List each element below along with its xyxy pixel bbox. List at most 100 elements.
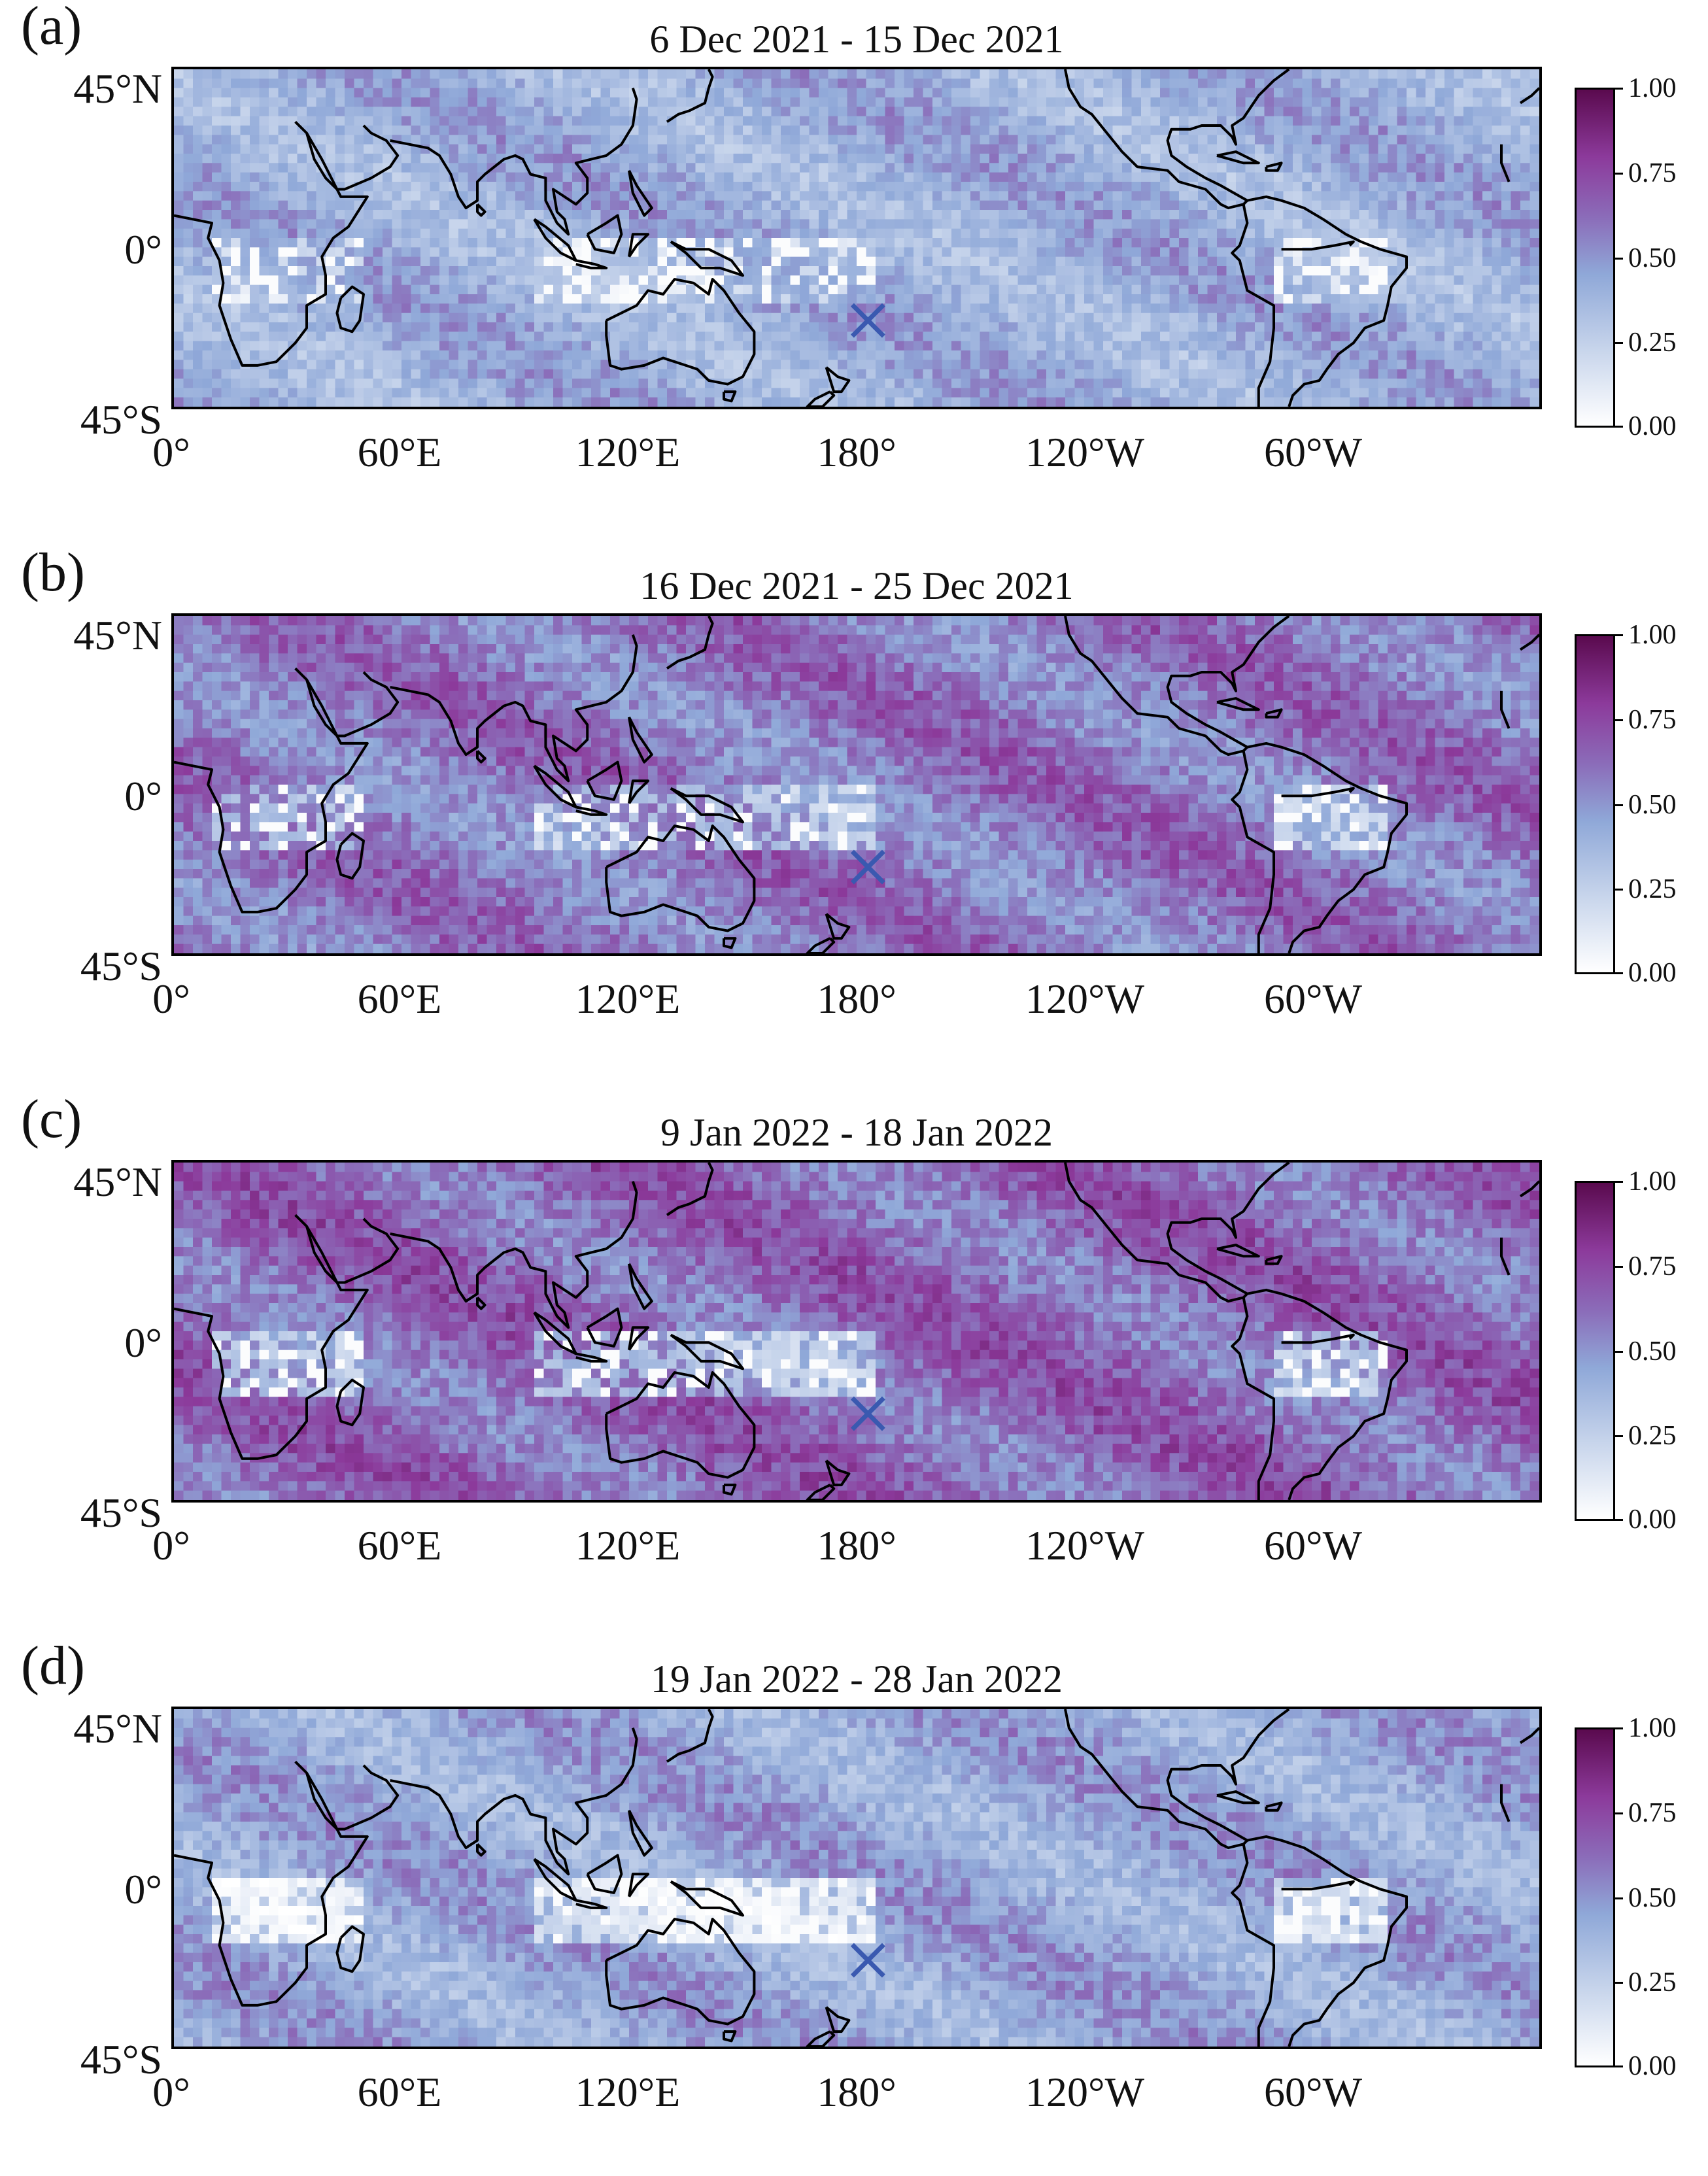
lon-label-180: 180°	[817, 432, 897, 473]
panel-b: (b) 16 Dec 2021 - 25 Dec 2021 45°N 0° 45…	[0, 545, 1708, 1083]
coastline	[476, 203, 487, 217]
coastline	[825, 366, 851, 394]
coastline	[1519, 87, 1539, 105]
coastline	[1247, 1288, 1408, 1500]
coastline	[1247, 1835, 1408, 2047]
coastline	[1500, 690, 1511, 729]
location-marker-icon	[850, 1396, 885, 1431]
lon-label-120w: 120°W	[1025, 432, 1144, 473]
panel-title: 6 Dec 2021 - 15 Dec 2021	[171, 20, 1542, 59]
coastline	[666, 616, 714, 670]
colorbar-tick-label: 1.00	[1628, 1168, 1677, 1195]
coastline	[1265, 1801, 1283, 1812]
lat-label-45n: 45°N	[5, 68, 162, 110]
coastline	[628, 779, 649, 804]
lon-label-0: 0°	[152, 978, 190, 1020]
colorbar-tick-label: 0.75	[1628, 160, 1677, 187]
lon-label-120w: 120°W	[1025, 2071, 1144, 2113]
lon-label-60e: 60°E	[358, 432, 442, 473]
coastline	[1265, 162, 1283, 172]
lat-label-45s: 45°S	[5, 1492, 162, 1534]
heatmap-field	[174, 69, 1539, 407]
coastline	[1281, 787, 1355, 798]
coastline	[628, 1263, 653, 1310]
coastline	[666, 69, 714, 123]
coastline	[628, 169, 653, 217]
colorbar-tick-label: 0.00	[1628, 413, 1677, 440]
map-area	[171, 1707, 1542, 2049]
coastline	[1519, 1180, 1539, 1198]
lon-label-180: 180°	[817, 2071, 897, 2113]
coastline	[825, 913, 851, 940]
lon-label-0: 0°	[152, 1525, 190, 1567]
colorbar-tick-label: 0.75	[1628, 1799, 1677, 1827]
coastline	[533, 1858, 577, 1902]
coastline	[723, 937, 737, 949]
lon-label-120e: 120°E	[575, 432, 681, 473]
coastline	[335, 285, 365, 333]
panel-c: (c) 9 Jan 2022 - 18 Jan 2022 45°N 0° 45°…	[0, 1092, 1708, 1629]
coastline	[1064, 1163, 1290, 1303]
colorbar-tick-label: 0.75	[1628, 706, 1677, 734]
heatmap-field	[174, 1163, 1539, 1500]
coastline	[390, 88, 638, 236]
panel-d: (d) 19 Jan 2022 - 28 Jan 2022 45°N 0° 45…	[0, 1639, 1708, 2176]
coastline	[1519, 1727, 1539, 1744]
coastline	[605, 824, 756, 932]
lon-label-60e: 60°E	[358, 2071, 442, 2113]
coastlines	[174, 69, 1539, 407]
coastline	[1216, 1244, 1260, 1258]
coastline	[605, 1371, 756, 1479]
coastline	[390, 1181, 638, 1329]
coastline	[305, 1217, 400, 1284]
lon-label-60w: 60°W	[1264, 2071, 1362, 2113]
colorbar-tick-label: 0.25	[1628, 1969, 1677, 1996]
coastline	[476, 1296, 487, 1310]
lon-label-60e: 60°E	[358, 1525, 442, 1567]
location-marker-icon	[850, 303, 885, 338]
lat-label-equator: 0°	[5, 775, 162, 817]
coastline	[1231, 204, 1275, 407]
coastline	[1500, 1237, 1511, 1276]
coastline	[723, 1484, 737, 1496]
colorbar-tick-label: 0.50	[1628, 1884, 1677, 1912]
coastline	[605, 278, 756, 386]
colorbar-tick-label: 0.50	[1628, 245, 1677, 272]
coastline	[806, 2030, 836, 2047]
coastline	[670, 1333, 744, 1370]
coastline	[533, 1311, 577, 1355]
panel-a: (a) 6 Dec 2021 - 15 Dec 2021 45°N 0° 45°…	[0, 0, 1708, 536]
coastline	[628, 1326, 649, 1351]
coastline	[628, 716, 653, 764]
lon-label-0: 0°	[152, 432, 190, 473]
panel-label: (c)	[21, 1092, 82, 1147]
panel-title: 16 Dec 2021 - 25 Dec 2021	[171, 566, 1542, 605]
coastline	[390, 634, 638, 783]
coastline	[605, 1918, 756, 2026]
coastline	[670, 1880, 744, 1917]
lon-label-180: 180°	[817, 1525, 897, 1567]
coastline	[476, 749, 487, 764]
coastline	[806, 937, 836, 953]
coastline	[586, 760, 623, 801]
colorbar-tick-label: 0.00	[1628, 1506, 1677, 1533]
coastline	[1519, 634, 1539, 651]
colorbar-tick-label: 1.00	[1628, 621, 1677, 649]
colorbar-tick-label: 0.00	[1628, 959, 1677, 987]
colorbar-tick-label: 0.50	[1628, 791, 1677, 819]
lon-label-120e: 120°E	[575, 2071, 681, 2113]
lat-label-45n: 45°N	[5, 1708, 162, 1750]
coastline	[1064, 69, 1290, 210]
coastline	[666, 1163, 714, 1216]
colorbar-tick-label: 1.00	[1628, 75, 1677, 102]
map-svg	[174, 1163, 1539, 1500]
colorbar-tick-label: 0.25	[1628, 876, 1677, 903]
colorbar	[1575, 634, 1615, 974]
coastline	[1231, 1844, 1275, 2047]
lat-label-45s: 45°S	[5, 2039, 162, 2081]
coastline	[305, 1764, 400, 1831]
coastline	[1500, 144, 1511, 182]
coastline	[1281, 240, 1355, 251]
lon-label-60w: 60°W	[1264, 978, 1362, 1020]
coastline	[575, 1899, 608, 1909]
